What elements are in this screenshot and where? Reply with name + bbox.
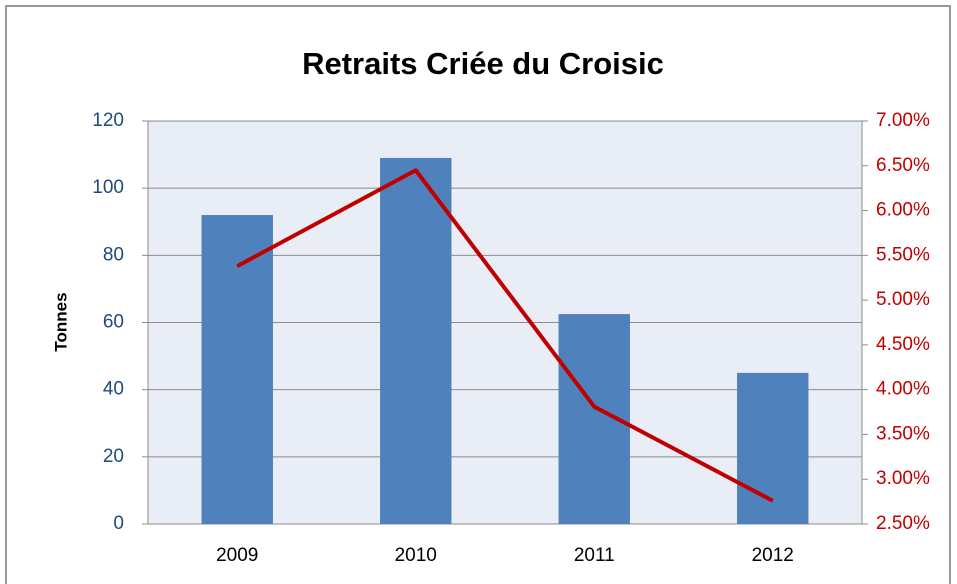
y2-tick-label: 2.50% bbox=[876, 513, 930, 534]
y2-tick-label: 7.00% bbox=[876, 110, 930, 131]
x-tick-label: 2010 bbox=[395, 545, 437, 566]
y-tick-label: 0 bbox=[113, 513, 124, 534]
x-tick-label: 2011 bbox=[574, 545, 615, 566]
y2-tick-label: 4.00% bbox=[876, 379, 930, 400]
y-tick-label: 60 bbox=[103, 312, 124, 333]
y2-tick-label: 5.50% bbox=[876, 244, 930, 265]
chart-title: Retraits Criée du Croisic bbox=[302, 46, 664, 81]
bar bbox=[380, 157, 452, 525]
bar bbox=[737, 372, 809, 524]
bar bbox=[201, 215, 273, 525]
x-tick-label: 2009 bbox=[216, 545, 258, 566]
y-tick-label: 20 bbox=[103, 446, 124, 467]
y-tick-label: 40 bbox=[103, 379, 124, 400]
y2-tick-label: 5.00% bbox=[876, 289, 930, 310]
y-tick-label: 120 bbox=[92, 110, 124, 131]
line bbox=[236, 168, 774, 503]
y-axis-label: Tonnes bbox=[51, 292, 70, 351]
y-tick-label: 100 bbox=[92, 177, 124, 198]
x-tick-label: 2012 bbox=[752, 545, 794, 566]
y2-tick-label: 6.50% bbox=[876, 155, 930, 176]
y-tick-label: 80 bbox=[103, 244, 124, 265]
y2-tick-label: 3.50% bbox=[876, 423, 930, 444]
y2-tick-label: 6.00% bbox=[876, 200, 930, 221]
y2-tick-label: 4.50% bbox=[876, 334, 930, 355]
y2-tick-label: 3.00% bbox=[876, 468, 930, 489]
